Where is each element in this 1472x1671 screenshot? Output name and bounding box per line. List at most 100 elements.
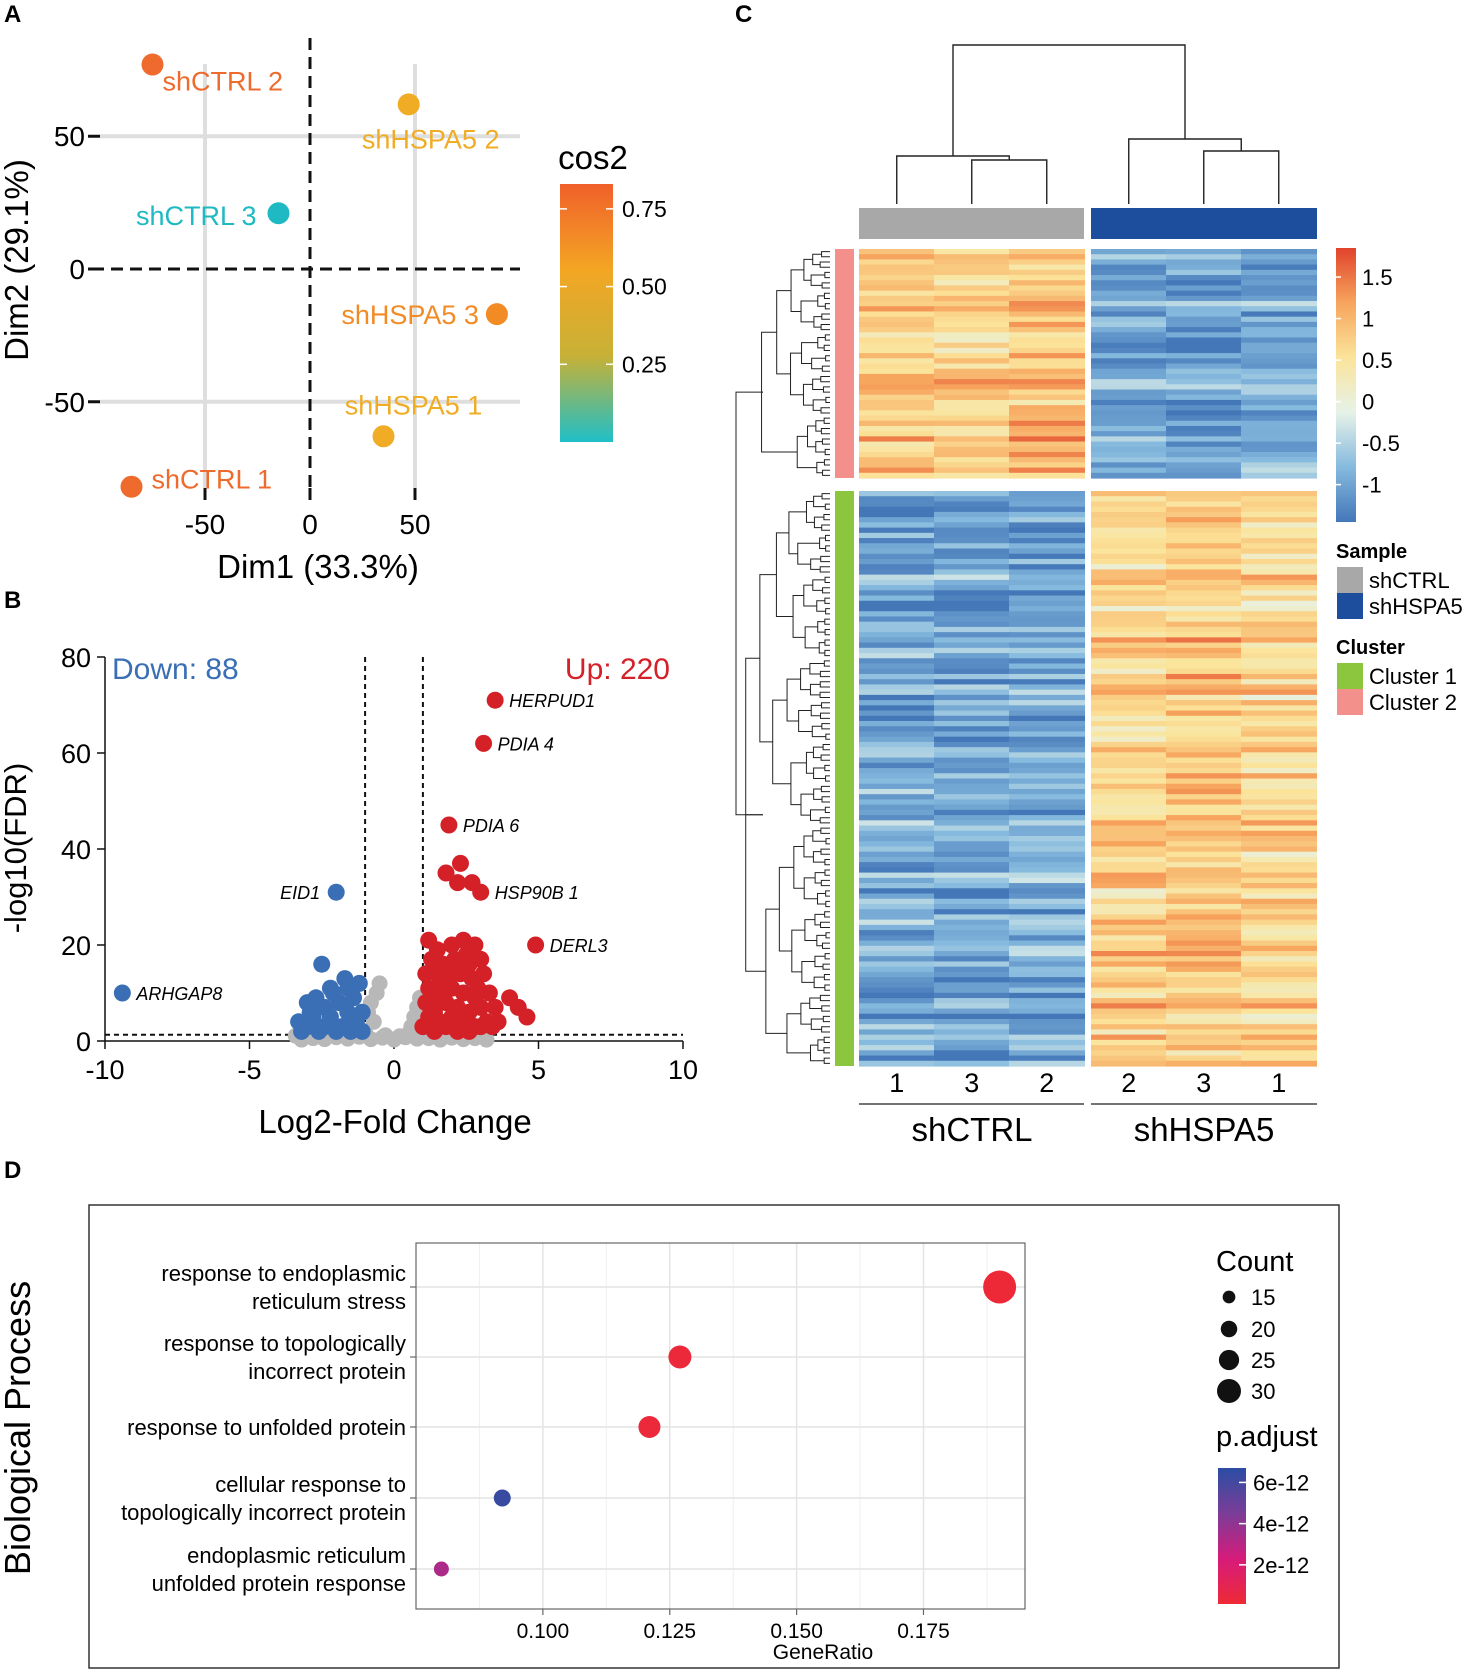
heatmap-cell (1091, 1034, 1167, 1041)
heatmap-cell (1241, 903, 1317, 910)
heatmap-cell (1241, 249, 1317, 255)
heatmap-cell (859, 788, 935, 795)
heatmap-cell (934, 384, 1010, 391)
heatmap-cell (1091, 815, 1167, 821)
heatmap-cell (934, 705, 1010, 712)
heatmap-cell (859, 441, 935, 448)
gene-label-arhgap8: ARHGAP8 (135, 984, 222, 1004)
heatmap-cell (934, 532, 1010, 539)
heatmap-cell (934, 420, 1010, 427)
heatmap-cell (859, 420, 935, 427)
heatmap-cell (1241, 275, 1317, 281)
heatmap-cell (934, 548, 1010, 555)
volcano-plot: 0 20 40 60 80 -10 -5 0 5 10 HERPUD1 PDIA 4 PDIA 6 HS… (0, 643, 698, 1140)
heatmap-cell (1009, 399, 1085, 406)
heatmap-cell (1166, 747, 1242, 753)
heatmap-cell (1241, 548, 1317, 555)
count-legend: 15 20 25 30 (1217, 1285, 1275, 1404)
heatmap-cell (1091, 794, 1167, 801)
heatmap-cell (934, 877, 1010, 884)
heatmap-cell (1241, 506, 1317, 513)
heatmap-cell (1241, 431, 1317, 437)
heatmap-cell (1166, 851, 1242, 858)
heatmap-cell (1091, 773, 1167, 780)
heatmap-cell (1241, 389, 1317, 396)
dendrogram-branch (815, 420, 825, 432)
pca-point-shhspa5-1 (372, 425, 395, 448)
heatmap-cell (1241, 731, 1317, 738)
heatmap-cell (1241, 872, 1317, 879)
heatmap-cell (1009, 446, 1085, 453)
heatmap-cell (859, 715, 935, 722)
heatmap-cell (859, 321, 935, 328)
heatmap-cell (859, 710, 935, 717)
heatmap-cell (1166, 441, 1242, 448)
count-legend-label: 15 (1251, 1285, 1275, 1310)
heatmap-cell (934, 472, 1010, 479)
heatmap-cell (1166, 379, 1242, 385)
heatmap-colorbar-label: -0.5 (1362, 431, 1400, 456)
pca-xtick-label: 50 (399, 509, 430, 540)
dendrogram-branch (792, 595, 806, 638)
dotplot-term-labels: response to endoplasmic reticulum stress r… (121, 1261, 416, 1596)
heatmap-cell (1241, 491, 1317, 497)
dendrogram-branch (813, 976, 825, 989)
heatmap-cell (1166, 254, 1242, 260)
dendrogram-branch (790, 269, 804, 312)
heatmap-cell (1241, 998, 1317, 1004)
cos2-colorbar (560, 184, 613, 442)
volcano-ytick-label: 40 (61, 835, 91, 865)
heatmap-cell (934, 569, 1010, 576)
heatmap-cell (859, 462, 935, 469)
heatmap-cell (859, 451, 935, 458)
heatmap-cell (934, 264, 1010, 271)
heatmap-cell (1009, 632, 1085, 638)
heatmap-cell (1091, 872, 1167, 879)
heatmap-cell (1091, 496, 1167, 503)
dendrogram-branch (822, 942, 830, 949)
dendrogram-branch (822, 744, 830, 751)
heatmap-cell (1241, 632, 1317, 638)
heatmap-cell (1009, 280, 1085, 287)
heatmap-cell (1166, 768, 1242, 774)
pca-point-label-shctrl-1: shCTRL 1 (152, 465, 273, 495)
heatmap-cell (1091, 384, 1167, 391)
heatmap-cell (859, 658, 935, 665)
go-dotplot: response to endoplasmic reticulum stress r… (0, 1204, 1340, 1669)
heatmap-cell (1091, 977, 1167, 983)
heatmap-cell (934, 467, 1010, 474)
heatmap-cell (934, 306, 1010, 313)
heatmap-cell (859, 506, 935, 513)
heatmap-cell (1091, 668, 1167, 675)
heatmap-cell (1166, 1039, 1242, 1046)
heatmap-cell (859, 705, 935, 712)
dendrogram-branch (824, 629, 830, 636)
heatmap-cell (934, 626, 1010, 633)
heatmap-cell (934, 663, 1010, 670)
heatmap-cell (1166, 600, 1242, 607)
heatmap-cell (859, 368, 935, 375)
heatmap-cell (859, 467, 935, 474)
heatmap-cell (1091, 919, 1167, 926)
padjust-tick-label: 4e-12 (1253, 1512, 1309, 1537)
heatmap-cell (934, 574, 1010, 581)
heatmap-cell (934, 389, 1010, 396)
heatmap-cell (1166, 919, 1242, 926)
heatmap-cell (1241, 446, 1317, 453)
heatmap-cell (1009, 762, 1085, 769)
heatmap-cell (859, 1045, 935, 1051)
heatmap-cell (1166, 269, 1242, 276)
heatmap-cell (1091, 992, 1167, 999)
heatmap-cell (1241, 726, 1317, 733)
heatmap-cell (1241, 642, 1317, 649)
heatmap-cell (1009, 506, 1085, 513)
go-term-label: topologically incorrect protein (121, 1500, 406, 1525)
go-term-label: response to endoplasmic (161, 1261, 406, 1286)
heatmap-cell (859, 446, 935, 453)
heatmap-cell (1091, 1024, 1167, 1031)
dendrogram-branch (803, 258, 813, 281)
heatmap-cell (1241, 606, 1317, 612)
heatmap-cell (1091, 585, 1167, 591)
heatmap-cell (934, 971, 1010, 978)
heatmap-cell (859, 653, 935, 659)
